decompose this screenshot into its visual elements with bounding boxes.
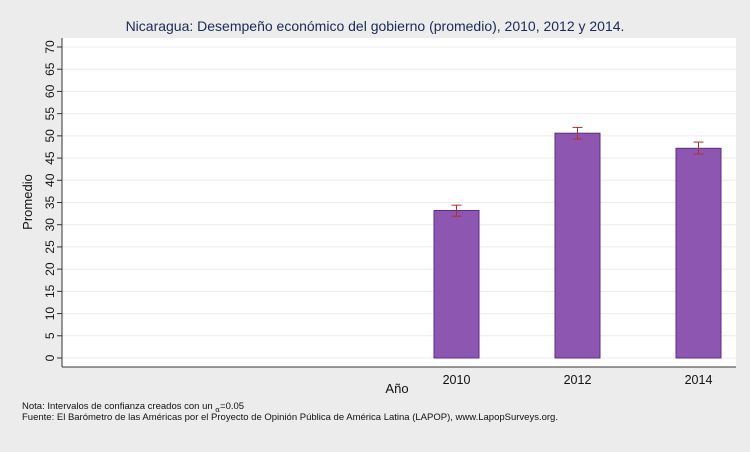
x-tick-label-2010: 2010 bbox=[443, 373, 471, 387]
y-tick-label: 30 bbox=[43, 218, 57, 232]
footnote-nota: Nota: Intervalos de confianza creados co… bbox=[22, 401, 244, 414]
y-axis-label: Promedio bbox=[20, 174, 35, 230]
y-tick-label: 25 bbox=[43, 240, 57, 254]
gridlines bbox=[62, 46, 736, 359]
bar-2012 bbox=[554, 132, 601, 359]
y-tick-label: 35 bbox=[43, 196, 57, 210]
confidence-intervals bbox=[451, 126, 704, 217]
y-tick-label: 55 bbox=[43, 107, 57, 121]
y-tick-labels: 0 5 10 15 20 25 30 35 40 45 50 55 60 65 70 bbox=[43, 40, 57, 361]
y-tick-label: 50 bbox=[43, 129, 57, 143]
bar-2010 bbox=[433, 209, 480, 359]
chart-title: Nicaragua: Desempeño económico del gobie… bbox=[126, 18, 625, 34]
y-tick-label: 15 bbox=[43, 284, 57, 298]
x-axis-label: Año bbox=[385, 381, 408, 396]
alpha-symbol: α bbox=[215, 405, 221, 414]
x-tick-labels: 2010 2012 2014 bbox=[443, 373, 713, 387]
axes bbox=[57, 38, 736, 368]
bar-2014 bbox=[675, 147, 722, 359]
y-tick-label: 0 bbox=[43, 354, 57, 361]
y-tick-label: 70 bbox=[43, 40, 57, 54]
alpha-value: =0.05 bbox=[220, 401, 245, 412]
footnote-nota-text: Nota: Intervalos de confianza creados co… bbox=[22, 401, 216, 412]
x-tick-label-2014: 2014 bbox=[685, 373, 713, 387]
y-tick-label: 65 bbox=[43, 62, 57, 76]
footnote-fuente: Fuente: El Barómetro de las Américas por… bbox=[22, 412, 558, 423]
y-tick-label: 10 bbox=[43, 307, 57, 321]
y-tick-label: 40 bbox=[43, 173, 57, 187]
y-tick-label: 20 bbox=[43, 262, 57, 276]
y-tick-label: 45 bbox=[43, 151, 57, 165]
x-tick-label-2012: 2012 bbox=[564, 373, 592, 387]
y-tick-label: 60 bbox=[43, 84, 57, 98]
y-tick-label: 5 bbox=[43, 332, 57, 339]
